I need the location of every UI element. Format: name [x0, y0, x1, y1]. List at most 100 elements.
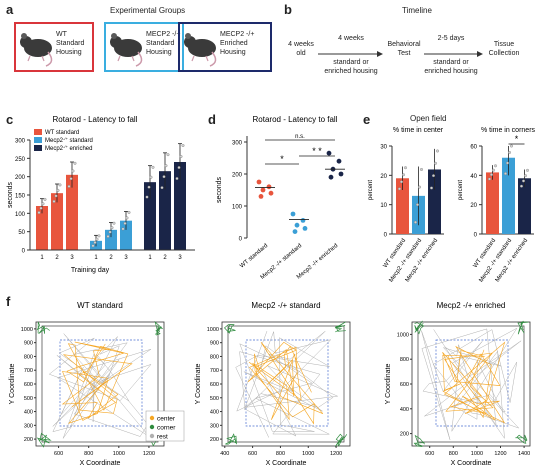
x-axis-label: Training day	[71, 267, 110, 274]
y-axis-label: percent	[368, 180, 374, 200]
data-point	[488, 177, 491, 181]
y-tick-label: 200	[24, 437, 33, 443]
center-zone	[435, 339, 509, 427]
group-label-line: MECP2 -/+	[220, 31, 255, 38]
timeline-start-line: old	[296, 50, 306, 57]
panel-e-title: Open field	[410, 114, 447, 123]
data-point	[256, 179, 262, 185]
data-point	[430, 186, 433, 190]
arena-border	[41, 325, 159, 443]
data-point	[56, 188, 60, 192]
y-tick-label: 30	[380, 145, 387, 151]
data-point	[508, 151, 511, 154]
timeline-arrow1-bottom: standard or enriched housing	[316, 58, 386, 76]
data-point	[179, 155, 183, 158]
corner-trajectory	[515, 434, 528, 444]
y-tick-label: 200	[15, 175, 26, 181]
group-label: MECP2 -/+ Standard Housing	[146, 30, 180, 57]
y-tick-label: 20	[380, 174, 387, 180]
timeline-arrow2-top: 2-5 days	[437, 35, 465, 42]
chart-c: Rotarod - Latency to fall 0 50 100 150 200 250…	[7, 115, 195, 274]
y-tick-label: 800	[400, 357, 409, 363]
panel-a-title: Experimental Groups	[110, 6, 186, 15]
y-tick-label: 900	[210, 341, 219, 347]
y-tick-label: 200	[400, 432, 409, 438]
legend-swatch	[149, 424, 155, 430]
center-trajectory	[247, 341, 324, 425]
data-point	[162, 175, 166, 179]
y-tick-label: 300	[15, 139, 26, 145]
corner-trajectory	[154, 321, 163, 336]
data-point	[164, 164, 168, 168]
data-point	[95, 237, 99, 241]
x-tick-label: Mecp2 -/+ enriched	[405, 238, 439, 284]
center-trajectory	[61, 341, 133, 424]
x-tick-label: 1000	[471, 451, 483, 457]
y-tick-label: 700	[210, 368, 219, 374]
legend-label: WT standard	[45, 130, 79, 136]
x-tick-label: 2	[163, 255, 167, 261]
y-tick-label: 250	[15, 157, 26, 163]
group-label-line: MECP2 -/+	[146, 31, 181, 38]
center-trajectory	[442, 341, 506, 424]
corner-trajectory	[414, 320, 425, 335]
rest-trajectory	[235, 331, 339, 438]
x-tick-label: 1000	[302, 451, 314, 457]
bar	[174, 162, 186, 250]
timeline-start-line: 4 weeks	[288, 41, 314, 48]
y-tick-label: 500	[210, 396, 219, 402]
panel-letter-f: f	[6, 294, 11, 309]
bar	[518, 178, 531, 234]
x-tick-label: 800	[276, 451, 285, 457]
bar	[486, 172, 499, 234]
y-tick-label: 700	[24, 368, 33, 374]
data-point	[402, 173, 405, 177]
data-point	[292, 229, 298, 234]
panel-letter-e: e	[363, 112, 371, 127]
data-point	[147, 185, 151, 189]
data-point	[71, 169, 75, 173]
data-point	[97, 234, 101, 238]
rest-trajectory	[48, 333, 152, 439]
data-point	[290, 211, 296, 217]
data-point	[108, 230, 112, 234]
data-point	[37, 211, 41, 215]
chart-title: % time in corners	[481, 127, 536, 134]
x-tick-label: 1200	[494, 451, 506, 457]
data-point	[149, 175, 153, 179]
x-tick-label: 1200	[330, 451, 342, 457]
y-tick-label: 1000	[397, 332, 409, 338]
data-point	[106, 234, 110, 238]
corner-trajectory	[223, 323, 236, 334]
data-point	[432, 174, 435, 178]
chart-title: % time in center	[393, 127, 444, 134]
data-point	[416, 203, 419, 207]
y-tick-label: 150	[15, 194, 26, 200]
bar	[51, 193, 63, 250]
timeline-arrow2-line: enriched housing	[424, 68, 478, 75]
y-tick-label: 600	[400, 382, 409, 388]
data-point	[91, 244, 95, 248]
data-point	[127, 210, 131, 214]
data-point	[145, 195, 149, 199]
data-point	[73, 161, 77, 165]
y-tick-label: 500	[24, 396, 33, 402]
x-tick-label: 1	[40, 255, 44, 261]
timeline-arrow1-line: enriched housing	[324, 68, 378, 75]
y-tick-label: 1000	[207, 327, 219, 333]
data-point	[398, 187, 401, 191]
data-point	[522, 179, 525, 183]
data-point	[526, 168, 529, 172]
legend-swatch	[149, 433, 155, 439]
y-tick-label: 800	[210, 354, 219, 360]
x-tick-label: 3	[178, 255, 182, 261]
y-tick-label: 50	[18, 230, 25, 236]
x-axis-label: X Coordinate	[80, 460, 121, 467]
significance-label: n.s.	[295, 134, 305, 140]
x-tick-label: WT standard	[239, 243, 269, 270]
legend-label: Mecp2-/+ enriched	[45, 144, 92, 152]
group-label: WT Standard Housing	[56, 30, 84, 57]
data-point	[181, 144, 185, 147]
data-point	[123, 221, 127, 225]
